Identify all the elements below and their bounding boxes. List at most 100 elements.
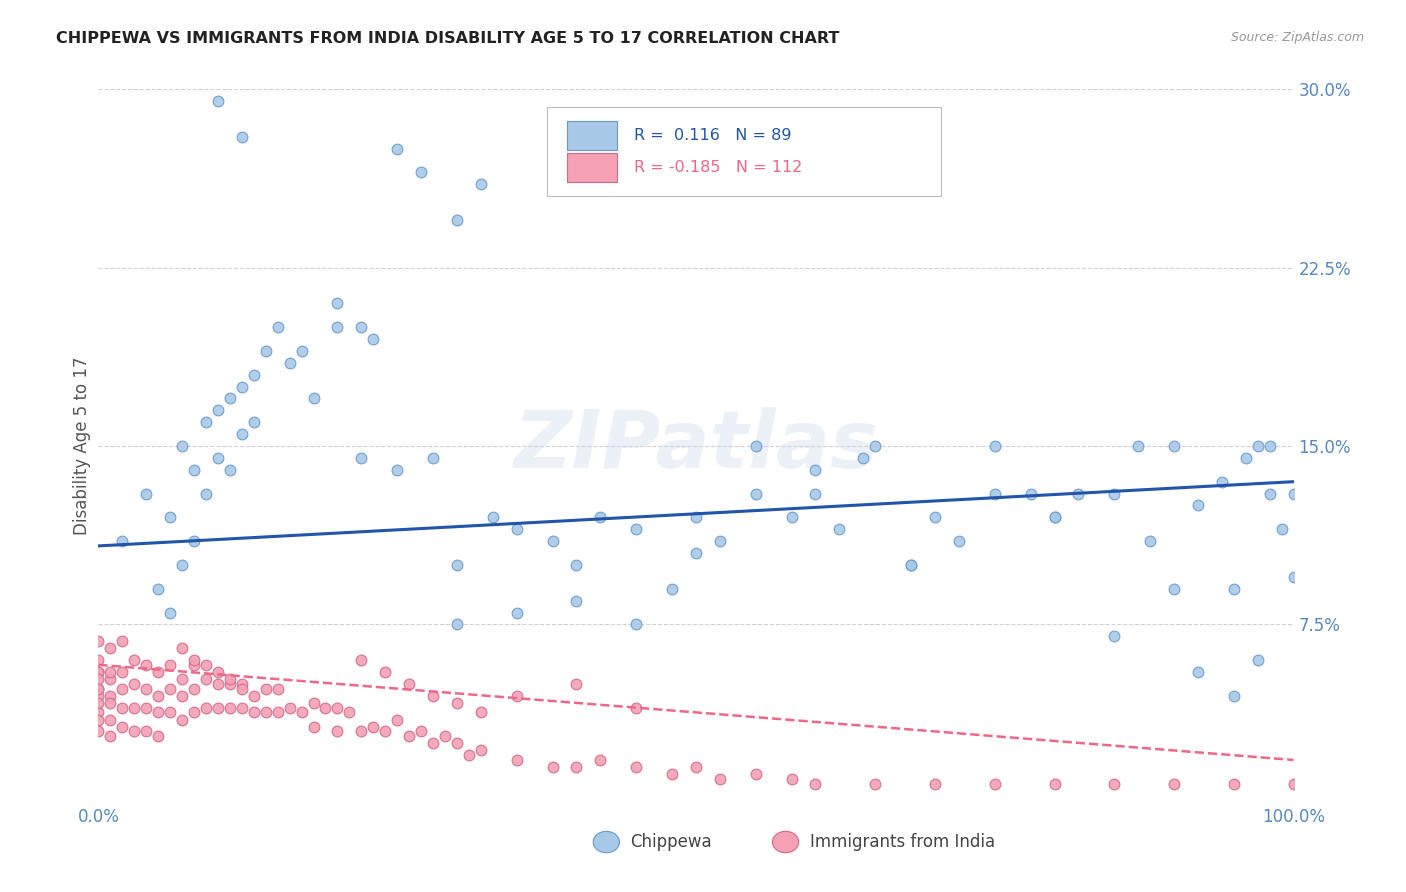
- Point: [172, 641, 194, 656]
- Point: [661, 582, 683, 596]
- Point: [231, 129, 253, 144]
- Point: [1019, 486, 1042, 500]
- Point: [1187, 499, 1209, 513]
- Point: [148, 729, 170, 743]
- Point: [111, 665, 134, 679]
- Point: [207, 403, 229, 417]
- Point: [565, 677, 588, 691]
- Point: [446, 558, 468, 572]
- Point: [745, 439, 768, 453]
- Point: [231, 427, 253, 442]
- Point: [326, 296, 349, 310]
- Point: [1163, 777, 1185, 791]
- Point: [267, 320, 290, 334]
- Point: [1104, 486, 1126, 500]
- Point: [98, 641, 122, 656]
- Point: [111, 534, 134, 549]
- Point: [1223, 689, 1246, 703]
- Point: [124, 653, 146, 667]
- Point: [589, 753, 612, 767]
- Point: [458, 748, 481, 763]
- Text: ZIPatlas: ZIPatlas: [513, 407, 879, 485]
- Point: [780, 510, 803, 524]
- Point: [124, 700, 146, 714]
- Point: [302, 696, 325, 710]
- Point: [470, 743, 492, 757]
- Point: [278, 700, 301, 714]
- Point: [1128, 439, 1150, 453]
- Point: [1163, 439, 1185, 453]
- Point: [541, 534, 564, 549]
- Point: [1258, 439, 1281, 453]
- Point: [984, 439, 1007, 453]
- Point: [148, 582, 170, 596]
- Point: [984, 777, 1007, 791]
- Point: [98, 665, 122, 679]
- Point: [254, 706, 277, 720]
- Point: [315, 700, 337, 714]
- Point: [219, 392, 242, 406]
- Point: [948, 534, 970, 549]
- Point: [254, 681, 277, 696]
- Point: [1043, 510, 1066, 524]
- Point: [589, 510, 612, 524]
- Point: [326, 724, 349, 739]
- Point: [98, 696, 122, 710]
- Point: [87, 665, 110, 679]
- Point: [470, 178, 492, 192]
- Point: [207, 450, 229, 465]
- Point: [470, 706, 492, 720]
- Point: [326, 700, 349, 714]
- Point: [446, 736, 468, 750]
- Point: [685, 760, 707, 774]
- Bar: [567, 153, 617, 182]
- Point: [626, 522, 648, 536]
- Point: [87, 713, 110, 727]
- Point: [87, 689, 110, 703]
- Text: CHIPPEWA VS IMMIGRANTS FROM INDIA DISABILITY AGE 5 TO 17 CORRELATION CHART: CHIPPEWA VS IMMIGRANTS FROM INDIA DISABI…: [56, 31, 839, 46]
- Point: [506, 606, 529, 620]
- Point: [541, 760, 564, 774]
- Point: [1247, 439, 1270, 453]
- Text: R = -0.185   N = 112: R = -0.185 N = 112: [634, 161, 803, 175]
- Point: [195, 657, 218, 672]
- Point: [1234, 450, 1257, 465]
- Point: [385, 713, 409, 727]
- Point: [291, 706, 314, 720]
- Point: [87, 665, 110, 679]
- Point: [135, 700, 157, 714]
- Point: [984, 486, 1007, 500]
- Point: [852, 450, 875, 465]
- Point: [745, 486, 768, 500]
- Point: [1139, 534, 1161, 549]
- Point: [207, 700, 229, 714]
- Point: [900, 558, 922, 572]
- Point: [1104, 777, 1126, 791]
- Point: [411, 724, 433, 739]
- Point: [183, 706, 205, 720]
- Point: [385, 142, 409, 156]
- Point: [172, 558, 194, 572]
- Point: [135, 486, 157, 500]
- Point: [219, 700, 242, 714]
- Point: [446, 213, 468, 227]
- Point: [350, 653, 373, 667]
- Point: [685, 546, 707, 560]
- Point: [159, 510, 181, 524]
- Ellipse shape: [593, 831, 620, 853]
- Text: R =  0.116   N = 89: R = 0.116 N = 89: [634, 128, 792, 143]
- Point: [804, 486, 827, 500]
- Point: [172, 439, 194, 453]
- Point: [243, 689, 266, 703]
- Point: [1247, 653, 1270, 667]
- Point: [374, 665, 396, 679]
- Point: [804, 777, 827, 791]
- Point: [207, 677, 229, 691]
- Point: [254, 343, 277, 358]
- Point: [159, 681, 181, 696]
- Point: [98, 729, 122, 743]
- Point: [626, 700, 648, 714]
- Point: [135, 724, 157, 739]
- Point: [207, 665, 229, 679]
- Point: [111, 634, 134, 648]
